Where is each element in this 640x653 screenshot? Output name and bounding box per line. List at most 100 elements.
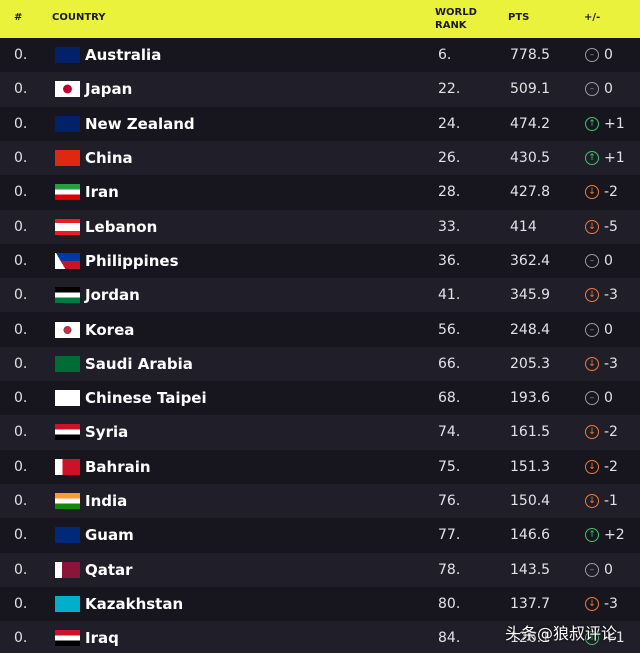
world-rank: 75.	[438, 458, 461, 475]
change: 0	[604, 561, 613, 578]
flag-icon	[55, 47, 80, 64]
table-row: 0. Australia 6. 778.5 –0	[0, 38, 640, 73]
country-name: Australia	[85, 46, 162, 65]
world-rank: 6.	[438, 47, 452, 64]
table-row: 0. China 26. 430.5 ↑ +1	[0, 140, 640, 176]
change: -3	[604, 595, 618, 612]
country-name: Syria	[85, 423, 129, 442]
rank: 0.	[14, 321, 28, 338]
change-icon: –	[585, 391, 599, 406]
flag-icon	[55, 424, 80, 441]
change: 0	[604, 81, 613, 98]
country-name: Lebanon	[85, 217, 158, 236]
table-row: 0. Iraq 84. 126.1 ↑ +1	[0, 621, 640, 653]
change-icon: –	[585, 48, 599, 63]
world-rank: 66.	[438, 355, 461, 372]
flag-icon	[55, 527, 80, 544]
flag-icon	[55, 595, 80, 612]
change-icon: –	[585, 562, 599, 577]
country-name: Bahrain	[85, 457, 151, 476]
change-icon: ↓	[585, 425, 599, 440]
rank: 0.	[14, 184, 28, 201]
flag-icon	[55, 218, 80, 235]
header-rank: #	[14, 12, 23, 23]
rank: 0.	[14, 355, 28, 372]
change: -2	[604, 458, 618, 475]
change: +1	[604, 150, 625, 167]
flag-icon	[55, 355, 80, 372]
world-rank: 84.	[438, 630, 461, 647]
points: 778.5	[510, 47, 551, 64]
table-row: 0. Philippines 36. 362.4 –0	[0, 243, 640, 279]
header-pts: PTS	[508, 12, 530, 23]
header-change: +/-	[584, 12, 601, 23]
country-name: Saudi Arabia	[85, 354, 193, 373]
rank: 0.	[14, 115, 28, 132]
change-icon: ↑	[585, 631, 599, 646]
rank: 0.	[14, 218, 28, 235]
flag-icon	[55, 184, 80, 201]
rank: 0.	[14, 287, 28, 304]
world-rank: 22.	[438, 81, 461, 98]
table-row: 0. Chinese Taipei 68. 193.6 –0	[0, 381, 640, 416]
change-icon: –	[585, 322, 599, 337]
world-rank: 78.	[438, 561, 461, 578]
change: -5	[604, 218, 618, 235]
change: +2	[604, 527, 625, 544]
points: 150.4	[510, 493, 551, 510]
flag-icon	[55, 115, 80, 132]
rank: 0.	[14, 81, 28, 98]
world-rank: 24.	[438, 115, 461, 132]
change: -3	[604, 355, 618, 372]
table-row: 0. Korea 56. 248.4 –0	[0, 312, 640, 347]
country-name: Qatar	[85, 560, 133, 579]
rank: 0.	[14, 458, 28, 475]
points: 146.6	[510, 527, 551, 544]
change-icon: –	[585, 82, 599, 97]
table-row: 0. India 76. 150.4 ↓ -1	[0, 483, 640, 519]
world-rank: 28.	[438, 184, 461, 201]
country-name: China	[85, 149, 133, 168]
rank: 0.	[14, 424, 28, 441]
change-icon: ↑	[585, 528, 599, 543]
country-name: New Zealand	[85, 114, 195, 133]
world-rank: 56.	[438, 321, 461, 338]
change-icon: ↓	[585, 185, 599, 200]
flag-icon	[55, 252, 80, 269]
change: +1	[604, 630, 625, 647]
points: 427.8	[510, 184, 551, 201]
rank: 0.	[14, 252, 28, 269]
rank: 0.	[14, 47, 28, 64]
change: 0	[604, 47, 613, 64]
flag-icon	[55, 321, 80, 338]
table-row: 0. Japan 22. 509.1 –0	[0, 72, 640, 107]
world-rank: 74.	[438, 424, 461, 441]
flag-icon	[55, 458, 80, 475]
change-icon: ↓	[585, 356, 599, 371]
country-name: Korea	[85, 320, 135, 339]
table-row: 0. Kazakhstan 80. 137.7 ↓ -3	[0, 586, 640, 622]
flag-icon	[55, 561, 80, 578]
table-row: 0. Bahrain 75. 151.3 ↓ -2	[0, 449, 640, 484]
points: 193.6	[510, 390, 551, 407]
table-row: 0. Saudi Arabia 66. 205.3 ↓ -3	[0, 346, 640, 381]
header-row: # COUNTRY WORLD RANK PTS +/-	[0, 0, 640, 38]
rank: 0.	[14, 493, 28, 510]
country-name: India	[85, 492, 128, 511]
change-icon: ↓	[585, 494, 599, 509]
points: 126.1	[510, 630, 551, 647]
world-rank: 77.	[438, 527, 461, 544]
points: 205.3	[510, 355, 551, 372]
points: 161.5	[510, 424, 551, 441]
country-name: Iran	[85, 183, 119, 202]
change-icon: ↓	[585, 596, 599, 611]
table-row: 0. Jordan 41. 345.9 ↓ -3	[0, 278, 640, 313]
flag-icon	[55, 287, 80, 304]
world-rank: 36.	[438, 252, 461, 269]
watermark: 头条@狼叔评论	[505, 624, 618, 643]
header-country: COUNTRY	[52, 12, 106, 23]
change: 0	[604, 390, 613, 407]
change-icon: ↓	[585, 288, 599, 303]
change-icon: ↑	[585, 151, 599, 166]
points: 509.1	[510, 81, 551, 98]
